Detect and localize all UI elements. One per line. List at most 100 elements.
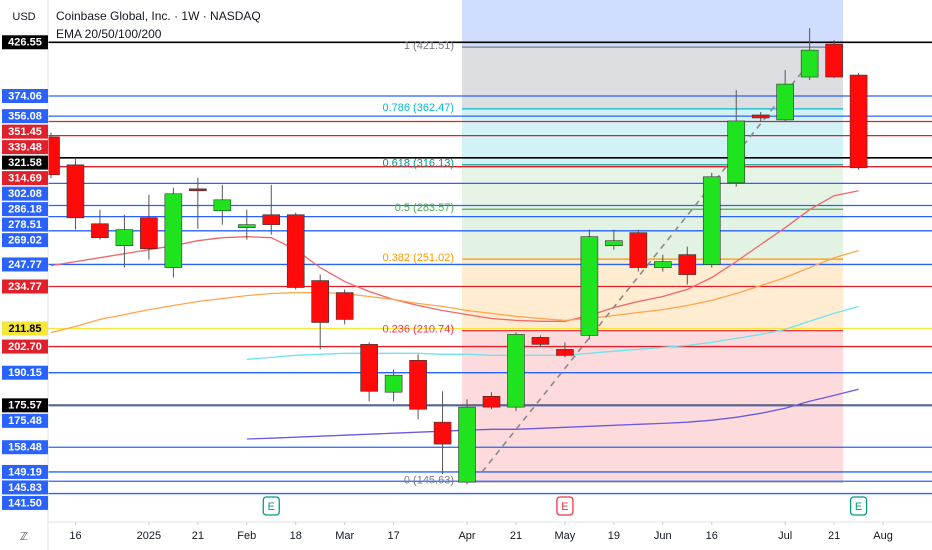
- x-tick-label: 16: [706, 530, 718, 542]
- price-label: 351.45: [8, 126, 42, 138]
- earnings-marker: [556, 496, 574, 516]
- price-label: 175.57: [8, 400, 42, 412]
- candle-body: [825, 43, 843, 78]
- x-tick-label: 17: [387, 530, 399, 542]
- candle-body: [115, 229, 134, 246]
- price-label: 190.15: [8, 367, 42, 379]
- fib-label: 0 (145.63): [404, 475, 454, 487]
- price-label-box: [2, 124, 48, 139]
- candle-body: [286, 214, 305, 288]
- candle-body: [776, 83, 794, 121]
- fib-label: 0.5 (283.57): [395, 202, 454, 214]
- price-label-box: [2, 233, 48, 248]
- price-label-box: [2, 155, 48, 170]
- price-label: 321.58: [8, 157, 42, 169]
- price-label-box: [2, 464, 48, 479]
- candle-body: [335, 292, 354, 320]
- price-label: 339.48: [8, 142, 42, 154]
- candle-body: [678, 254, 697, 275]
- price-label: 149.19: [8, 466, 42, 478]
- price-label: 145.83: [8, 482, 42, 494]
- candle-body: [433, 421, 452, 445]
- candle-body: [237, 224, 256, 228]
- ema-line: [50, 190, 859, 322]
- candle-body: [727, 120, 746, 184]
- fib-label: 0.618 (316.13): [382, 158, 454, 170]
- price-label: 202.70: [8, 341, 42, 353]
- candle-body: [262, 214, 281, 225]
- fib-zone: [462, 209, 844, 260]
- price-label-box: [2, 339, 48, 354]
- price-axis: 426.55 374.06 356.08 351.45 339.48 321.58 314.…: [2, 35, 48, 510]
- ema-line: [246, 305, 859, 360]
- indicator-label: EMA 20/50/100/200: [56, 27, 162, 41]
- candle-body: [409, 360, 427, 410]
- candle-body: [629, 232, 648, 268]
- fib-label: 0.236 (210.74): [382, 324, 454, 336]
- price-label: 247.77: [8, 259, 42, 271]
- trend-line: [481, 51, 819, 473]
- candle-body: [849, 74, 868, 169]
- candle-body: [800, 49, 819, 78]
- x-tick-label: Jun: [654, 530, 672, 542]
- price-label: 175.48: [8, 415, 42, 427]
- x-tick-label: Jul: [778, 530, 792, 542]
- candle-body: [311, 280, 329, 323]
- price-label-box: [2, 413, 48, 428]
- price-label-box: [2, 35, 48, 50]
- candle-body: [189, 188, 207, 192]
- x-tick-label: May: [555, 530, 576, 542]
- candle-body: [556, 349, 574, 356]
- price-label-box: [2, 88, 48, 103]
- candle-body: [140, 217, 158, 250]
- candle-body: [48, 136, 60, 176]
- price-label-box: [2, 217, 48, 232]
- x-tick-label: Aug: [873, 530, 893, 542]
- ema-line: [246, 388, 859, 440]
- fib-label: 0.382 (251.02): [382, 252, 454, 264]
- price-label-box: [2, 398, 48, 413]
- price-label: 234.77: [8, 281, 42, 293]
- x-tick-label: 21: [828, 530, 840, 542]
- price-label-box: [2, 365, 48, 380]
- price-label-box: [2, 440, 48, 455]
- chart-title: Coinbase Global, Inc. · 1W · NASDAQ: [56, 9, 261, 23]
- candle-body: [384, 374, 403, 393]
- candle-body: [91, 223, 109, 239]
- x-tick-label: Apr: [458, 530, 475, 542]
- fib-label: 0.786 (362.47): [382, 102, 454, 114]
- price-label: 314.69: [8, 173, 42, 185]
- price-label: 426.55: [8, 37, 42, 49]
- candle-body: [66, 164, 85, 219]
- candle-body: [654, 261, 672, 268]
- zoom-icon[interactable]: ℤ: [20, 531, 28, 543]
- candle-body: [605, 240, 623, 246]
- price-label: 211.85: [8, 323, 41, 335]
- price-label-box: [2, 257, 48, 272]
- currency: USD: [12, 11, 35, 23]
- earnings-label: E: [855, 501, 862, 513]
- plot-area: 1 (421.51) 0.786 (362.47) 0.618 (316.13) 0.…: [48, 0, 932, 516]
- price-label-box: [2, 171, 48, 186]
- price-label: 141.50: [8, 497, 42, 509]
- price-label-box: [2, 109, 48, 124]
- candle-body: [531, 337, 550, 345]
- fib-label: 1 (421.51): [404, 40, 454, 52]
- candle-body: [213, 199, 232, 212]
- candle-body: [164, 193, 183, 268]
- ema-line: [50, 249, 859, 334]
- candle-body: [360, 344, 378, 392]
- earnings-label: E: [561, 501, 568, 513]
- fib-zone: [462, 259, 844, 331]
- candle-body: [482, 395, 501, 408]
- x-tick-label: 2025: [137, 530, 161, 542]
- x-tick-label: 16: [69, 530, 81, 542]
- x-tick-label: 21: [510, 530, 522, 542]
- price-label-box: [2, 495, 48, 510]
- candle-body: [580, 236, 599, 336]
- settings-icon[interactable]: ℤ: [20, 531, 28, 543]
- price-label: 158.48: [8, 442, 42, 454]
- price-label-box: [2, 186, 48, 201]
